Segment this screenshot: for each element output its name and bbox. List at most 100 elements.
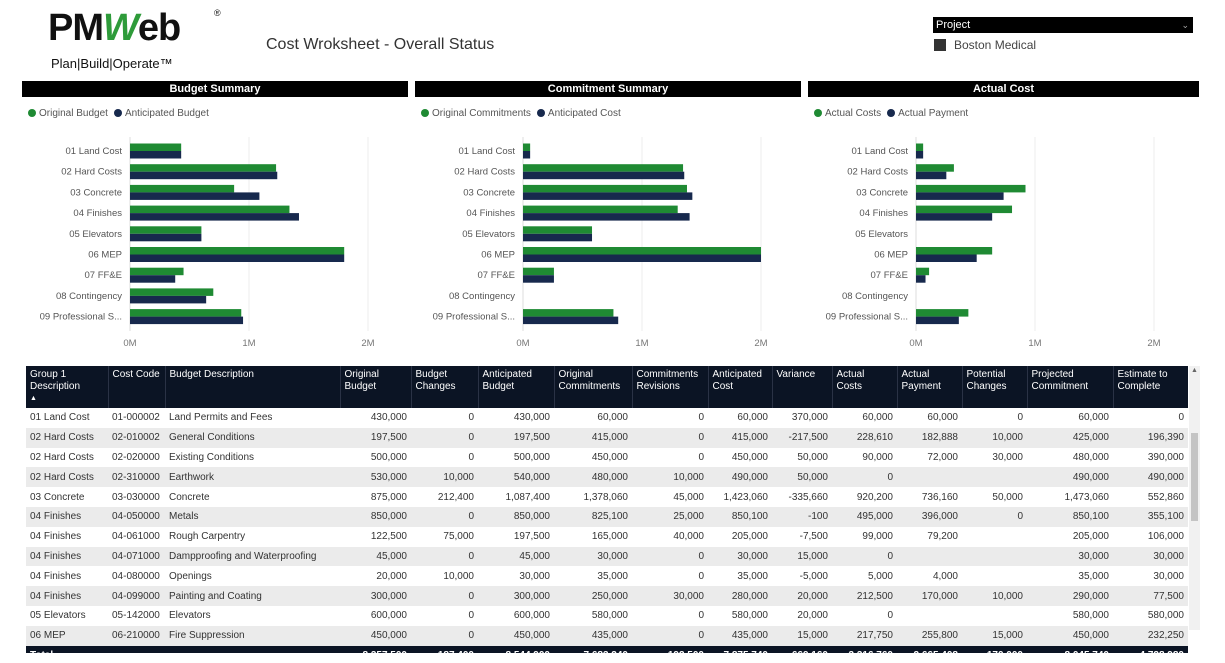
bar-secondary[interactable] xyxy=(916,275,926,283)
bar-primary[interactable] xyxy=(916,143,924,152)
chevron-down-icon[interactable]: ⌄ xyxy=(1181,20,1189,30)
commitment-summary-chart[interactable]: Commitment Summary Original Commitments … xyxy=(415,81,808,351)
bar-secondary[interactable] xyxy=(916,254,977,263)
table-cell: 182,888 xyxy=(897,427,962,448)
column-header[interactable]: Actual Payment xyxy=(897,366,963,408)
legend-item[interactable]: Original Commitments xyxy=(421,108,531,119)
bar-secondary[interactable] xyxy=(523,192,693,200)
column-header[interactable]: Estimate to Complete xyxy=(1113,366,1188,408)
bar-primary[interactable] xyxy=(916,205,1013,214)
bar-secondary[interactable] xyxy=(523,275,554,283)
column-header[interactable]: Budget Description xyxy=(165,366,341,408)
budget-summary-chart[interactable]: Budget Summary Original Budget Anticipat… xyxy=(22,81,415,351)
column-header[interactable]: Original Commitments xyxy=(554,366,633,408)
column-header[interactable]: Anticipated Cost xyxy=(708,366,773,408)
bar-secondary[interactable] xyxy=(523,213,690,221)
bar-primary[interactable] xyxy=(916,309,969,317)
bar-primary[interactable] xyxy=(523,184,687,193)
bar-primary[interactable] xyxy=(916,267,930,276)
column-header[interactable]: Cost Code xyxy=(108,366,166,408)
scroll-up-icon[interactable]: ▲ xyxy=(1191,367,1198,374)
table-row[interactable]: 02 Hard Costs 02-020000 Existing Condition… xyxy=(26,448,1188,468)
column-header[interactable]: Commitments Revisions xyxy=(632,366,709,408)
bar-primary[interactable] xyxy=(916,247,993,255)
bar-secondary[interactable] xyxy=(130,275,176,283)
column-header[interactable]: Actual Costs xyxy=(832,366,898,408)
bar-secondary[interactable] xyxy=(916,171,947,180)
bar-primary[interactable] xyxy=(130,143,182,152)
bar-secondary[interactable] xyxy=(523,316,619,325)
bar-primary[interactable] xyxy=(130,205,290,214)
bar-primary[interactable] xyxy=(523,143,531,152)
bar-primary[interactable] xyxy=(916,164,954,172)
sort-ascending-icon[interactable]: ▲ xyxy=(30,395,37,402)
bar-primary[interactable] xyxy=(523,205,678,214)
column-header[interactable]: Anticipated Budget xyxy=(478,366,555,408)
checkbox-icon[interactable] xyxy=(934,39,946,51)
column-header[interactable]: Potential Changes xyxy=(962,366,1028,408)
legend-item[interactable]: Anticipated Budget xyxy=(113,108,209,119)
bar-primary[interactable] xyxy=(130,184,235,193)
table-row[interactable]: 05 Elevators 05-142000 Elevators 600,000 0 60… xyxy=(26,606,1188,626)
bar-secondary[interactable] xyxy=(916,213,993,221)
bar-secondary[interactable] xyxy=(130,192,260,200)
table-row[interactable]: 04 Finishes 04-071000 Dampproofing and Wat… xyxy=(26,546,1188,567)
bar-primary[interactable] xyxy=(130,309,242,317)
bar-secondary[interactable] xyxy=(523,254,761,263)
bar-primary[interactable] xyxy=(130,267,184,276)
slicer-item-boston-medical[interactable]: Boston Medical xyxy=(934,37,1036,53)
bar-primary[interactable] xyxy=(523,247,761,255)
table-cell: 600,000 xyxy=(370,610,407,622)
column-header[interactable]: Group 1 Description ▲ xyxy=(26,366,109,408)
table-row[interactable]: 06 MEP 06-210000 Fire Suppression 450,000 0 4… xyxy=(26,625,1188,646)
bar-secondary[interactable] xyxy=(523,151,531,159)
actual-cost-chart[interactable]: Actual Cost Actual Costs Actual Payment … xyxy=(808,81,1201,351)
table-row[interactable]: 03 Concrete 03-030000 Concrete 875,000 212,4… xyxy=(26,487,1188,507)
column-header[interactable]: Projected Commitment xyxy=(1027,366,1114,408)
column-header[interactable]: Budget Changes xyxy=(411,366,479,408)
bar-primary[interactable] xyxy=(523,226,593,234)
table-cell: 06 MEP xyxy=(26,625,108,646)
bar-secondary[interactable] xyxy=(916,192,1004,200)
table-row[interactable]: 04 Finishes 04-080000 Openings 20,000 10,000… xyxy=(26,566,1188,586)
table-cell xyxy=(962,606,1027,626)
table-cell: 15,000 xyxy=(962,625,1027,646)
bar-secondary[interactable] xyxy=(130,254,345,263)
legend-item[interactable]: Actual Payment xyxy=(887,108,968,119)
category-label: 04 Finishes xyxy=(466,208,515,219)
table-row[interactable]: 04 Finishes 04-099000 Painting and Coating… xyxy=(26,586,1188,606)
bar-secondary[interactable] xyxy=(916,316,959,325)
legend-item[interactable]: Anticipated Cost xyxy=(536,108,621,119)
bar-primary[interactable] xyxy=(130,247,345,255)
bar-secondary[interactable] xyxy=(130,213,299,221)
table-row[interactable]: 02 Hard Costs 02-010002 General Conditions… xyxy=(26,427,1188,448)
table-cell: 850,100 xyxy=(708,506,772,527)
bar-primary[interactable] xyxy=(130,226,202,234)
column-header[interactable]: Variance xyxy=(772,366,833,408)
bar-primary[interactable] xyxy=(130,288,214,296)
bar-secondary[interactable] xyxy=(916,151,924,159)
bar-secondary[interactable] xyxy=(523,171,685,180)
table-row[interactable]: 01 Land Cost 01-000002 Land Permits and Fe… xyxy=(26,408,1188,428)
column-header[interactable]: Original Budget xyxy=(340,366,412,408)
legend-item[interactable]: Actual Costs xyxy=(814,108,881,119)
bar-primary[interactable] xyxy=(523,309,614,317)
bar-secondary[interactable] xyxy=(130,295,207,304)
bar-secondary[interactable] xyxy=(523,233,593,242)
bar-primary[interactable] xyxy=(523,164,684,172)
cost-worksheet-table[interactable]: Group 1 Description ▲ Cost Code Budget Desc… xyxy=(26,366,1188,653)
project-slicer-header[interactable]: Project ⌄ xyxy=(933,17,1193,33)
legend-item[interactable]: Original Budget xyxy=(28,108,108,119)
scrollbar-thumb[interactable] xyxy=(1191,433,1198,521)
bar-primary[interactable] xyxy=(523,267,554,276)
bar-secondary[interactable] xyxy=(130,151,182,159)
category-label: 07 FF&E xyxy=(85,270,123,281)
table-row[interactable]: 02 Hard Costs 02-310000 Earthwork 530,000 10… xyxy=(26,467,1188,488)
table-row[interactable]: 04 Finishes 04-061000 Rough Carpentry 122,5… xyxy=(26,527,1188,547)
bar-secondary[interactable] xyxy=(130,233,202,242)
table-row[interactable]: 04 Finishes 04-050000 Metals 850,000 0 850,00… xyxy=(26,506,1188,527)
bar-secondary[interactable] xyxy=(130,316,244,325)
bar-primary[interactable] xyxy=(916,184,1026,193)
bar-secondary[interactable] xyxy=(130,171,278,180)
bar-primary[interactable] xyxy=(130,164,277,172)
